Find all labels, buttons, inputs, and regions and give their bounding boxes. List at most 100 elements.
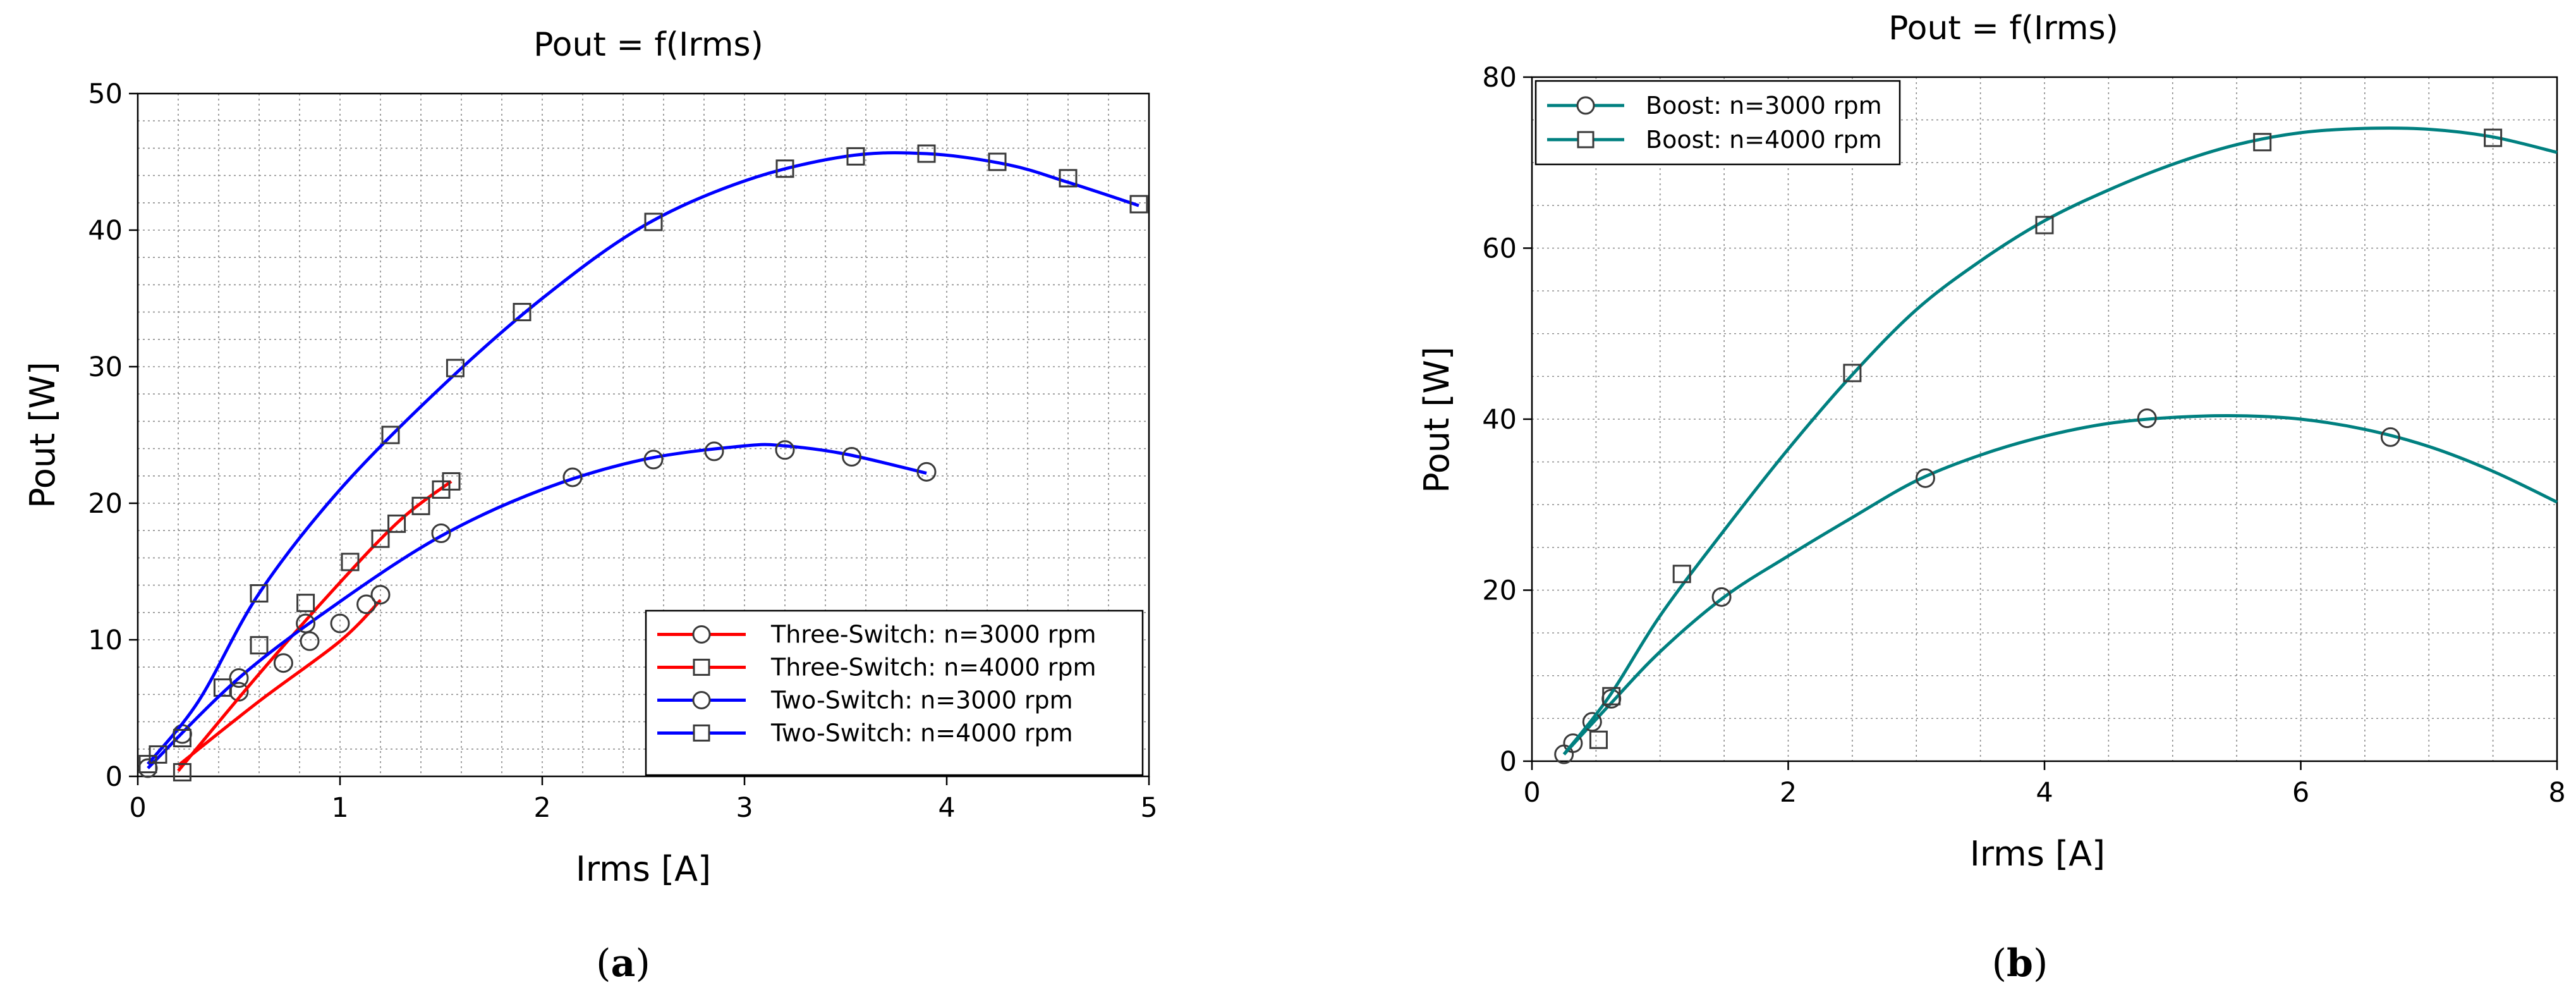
data-point-circle xyxy=(842,447,862,467)
x-tick-label: 6 xyxy=(2292,777,2309,809)
series-line xyxy=(177,480,453,772)
data-point-square xyxy=(2035,216,2054,235)
data-point-circle xyxy=(2380,427,2400,447)
legend-entry: Boost: n=3000 rpm xyxy=(1547,92,1882,119)
series-2 xyxy=(1562,126,2558,755)
x-tick-label: 4 xyxy=(2036,777,2053,809)
data-point-square xyxy=(1843,364,1862,382)
legend-entry: Three-Switch: n=3000 rpm xyxy=(657,620,1097,648)
data-point-square xyxy=(1672,565,1691,584)
y-tick-label: 0 xyxy=(106,761,123,793)
x-tick-label: 2 xyxy=(533,792,550,824)
chart-b-caption-letter: b xyxy=(2007,941,2033,986)
data-point-circle xyxy=(704,441,724,462)
legend-marker-square xyxy=(693,658,710,676)
chart-a-ylabel: Pout [W] xyxy=(23,362,63,508)
data-point-square xyxy=(846,147,865,166)
chart-a-xlabel: Irms [A] xyxy=(576,849,711,889)
data-point-square xyxy=(1129,195,1148,214)
legend-marker-square xyxy=(693,724,710,742)
legend-label: Boost: n=3000 rpm xyxy=(1646,92,1882,119)
legend-marker-circle xyxy=(692,690,711,709)
y-tick-label: 10 xyxy=(88,625,123,656)
data-point-circle xyxy=(643,450,664,470)
chart-b-series xyxy=(1554,126,2558,764)
y-tick-label: 60 xyxy=(1482,233,1517,265)
data-point-square xyxy=(988,152,1007,171)
legend-marker-circle xyxy=(1576,96,1595,115)
x-tick-label: 0 xyxy=(1523,777,1540,809)
y-tick-label: 50 xyxy=(88,78,123,110)
y-tick-label: 80 xyxy=(1482,62,1517,94)
chart-b-grid xyxy=(1532,77,2557,761)
legend-label: Three-Switch: n=3000 rpm xyxy=(770,620,1097,648)
data-point-circle xyxy=(916,462,937,482)
data-point-square xyxy=(173,729,191,748)
legend-label: Two-Switch: n=4000 rpm xyxy=(770,719,1073,747)
legend-label: Boost: n=4000 rpm xyxy=(1646,126,1882,154)
data-point-square xyxy=(381,425,400,444)
data-point-circle xyxy=(1915,468,1935,488)
data-point-square xyxy=(371,529,390,548)
data-point-square xyxy=(1602,687,1621,706)
legend-entry: Two-Switch: n=3000 rpm xyxy=(657,686,1073,714)
x-tick-label: 2 xyxy=(1780,777,1797,809)
legend-entry: Three-Switch: n=4000 rpm xyxy=(657,653,1097,681)
data-point-square xyxy=(1059,169,1078,188)
series-line xyxy=(1562,126,2558,755)
legend-label: Three-Switch: n=4000 rpm xyxy=(770,653,1097,681)
data-point-circle xyxy=(775,440,795,460)
y-tick-label: 40 xyxy=(88,215,123,247)
data-point-square xyxy=(173,763,191,782)
data-point-circle xyxy=(330,613,350,633)
series-4 xyxy=(138,144,1148,774)
x-tick-label: 4 xyxy=(938,792,955,824)
data-point-circle xyxy=(562,467,583,487)
data-point-circle xyxy=(1711,587,1732,607)
chart-b-legend: Boost: n=3000 rpm Boost: n=4000 rpm xyxy=(1534,80,1901,166)
legend-entry: Two-Switch: n=4000 rpm xyxy=(657,719,1073,747)
legend-label: Two-Switch: n=3000 rpm xyxy=(770,686,1073,714)
data-point-circle xyxy=(296,613,316,633)
data-point-square xyxy=(775,159,794,178)
legend-box xyxy=(1534,80,1901,166)
data-point-square xyxy=(2484,128,2503,147)
data-point-circle xyxy=(1563,733,1583,754)
data-point-square xyxy=(149,745,167,764)
data-point-square xyxy=(644,212,663,231)
data-point-square xyxy=(213,678,232,697)
chart-a-caption: (a) xyxy=(596,941,650,986)
data-point-circle xyxy=(431,523,451,544)
data-point-square xyxy=(446,358,465,377)
x-tick-label: 8 xyxy=(2548,777,2565,809)
data-point-square xyxy=(2253,133,2272,152)
data-point-square xyxy=(387,514,406,533)
chart-b-xlabel: Irms [A] xyxy=(1970,834,2105,874)
series-2 xyxy=(173,472,461,782)
data-point-square xyxy=(296,594,315,613)
series-line xyxy=(177,599,382,767)
chart-b-title: Pout = f(Irms) xyxy=(1888,9,2118,47)
data-point-square xyxy=(442,472,461,491)
data-point-square xyxy=(1589,730,1608,749)
series-1 xyxy=(177,585,391,767)
chart-b-caption: (b) xyxy=(1992,941,2048,986)
legend-marker-square xyxy=(1577,131,1595,149)
data-point-circle xyxy=(370,585,391,605)
chart-a-caption-letter: a xyxy=(611,941,636,986)
y-tick-label: 20 xyxy=(1482,575,1517,607)
x-tick-label: 1 xyxy=(331,792,348,824)
series-line xyxy=(147,443,927,769)
data-point-square xyxy=(917,144,936,163)
legend-entry: Boost: n=4000 rpm xyxy=(1547,126,1882,154)
x-tick-label: 3 xyxy=(736,792,753,824)
legend-box xyxy=(645,609,1144,776)
data-point-square xyxy=(411,496,430,515)
series-line xyxy=(147,151,1139,766)
y-tick-label: 20 xyxy=(88,488,123,520)
